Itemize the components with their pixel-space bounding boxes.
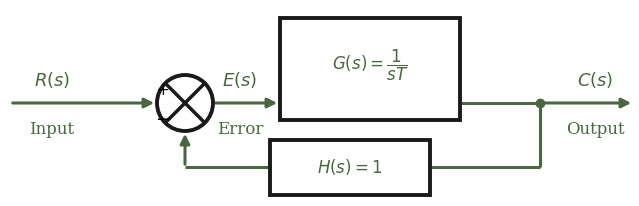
FancyBboxPatch shape xyxy=(270,140,430,195)
Text: $C(s)$: $C(s)$ xyxy=(577,70,613,90)
Text: $R(s)$: $R(s)$ xyxy=(34,70,70,90)
Circle shape xyxy=(157,75,213,131)
FancyBboxPatch shape xyxy=(280,18,460,120)
Text: $H(s)=1$: $H(s)=1$ xyxy=(317,157,383,177)
Text: $G(s)=\dfrac{1}{sT}$: $G(s)=\dfrac{1}{sT}$ xyxy=(332,47,408,83)
Text: $-$: $-$ xyxy=(155,109,171,127)
Text: $+$: $+$ xyxy=(157,82,169,97)
Text: Output: Output xyxy=(566,122,624,138)
Text: Input: Input xyxy=(29,122,75,138)
Text: Error: Error xyxy=(217,122,263,138)
Text: $E(s)$: $E(s)$ xyxy=(222,70,258,90)
